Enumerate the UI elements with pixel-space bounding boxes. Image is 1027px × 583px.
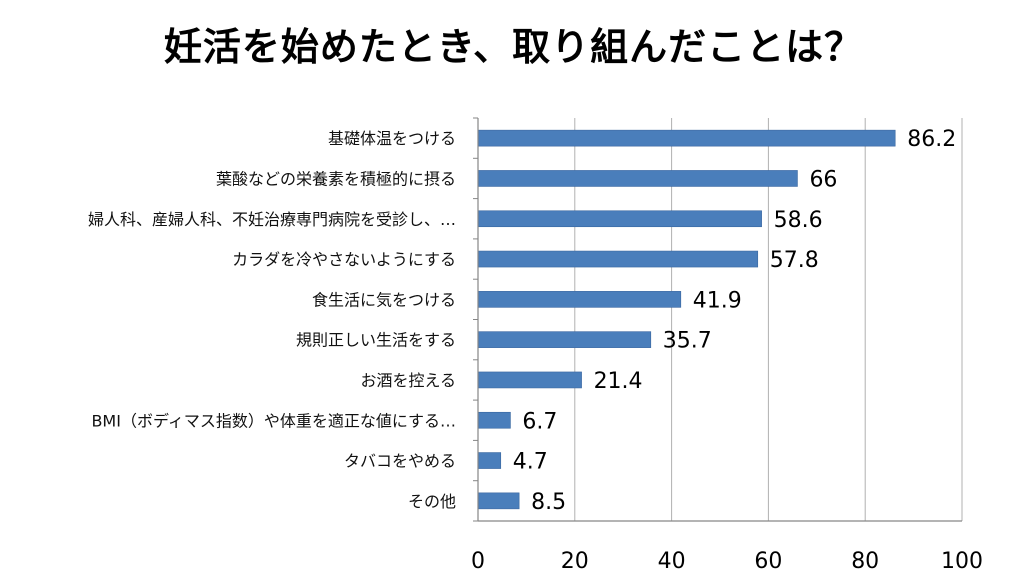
value-label: 41.9 bbox=[693, 288, 742, 313]
bar bbox=[477, 331, 652, 348]
bar bbox=[477, 291, 682, 308]
value-label: 6.7 bbox=[522, 409, 557, 434]
value-label: 57.8 bbox=[770, 248, 819, 273]
bar bbox=[477, 371, 582, 389]
axes bbox=[473, 117, 962, 522]
category-label: お酒を控える bbox=[360, 371, 456, 390]
value-label: 21.4 bbox=[594, 369, 643, 394]
category-label: BMI（ボディマス指数）や体重を適正な値にする… bbox=[91, 411, 456, 430]
value-label: 58.6 bbox=[774, 208, 823, 233]
labels: 0 20 40 60 80 100 基礎体温をつける 86.2 葉酸などの栄養素を積極的に摂る 6… bbox=[88, 127, 983, 574]
bars bbox=[477, 129, 896, 510]
category-label: タバコをやめる bbox=[344, 452, 456, 471]
bar bbox=[477, 210, 762, 228]
x-tick-label: 20 bbox=[561, 549, 589, 574]
category-label: 規則正しい生活をする bbox=[296, 331, 456, 350]
x-tick-label: 60 bbox=[754, 549, 782, 574]
value-label: 35.7 bbox=[663, 329, 712, 354]
bar bbox=[477, 129, 896, 147]
bar bbox=[477, 452, 502, 469]
bar bbox=[477, 411, 511, 429]
category-label: 葉酸などの栄養素を積極的に摂る bbox=[216, 169, 456, 188]
value-label: 66 bbox=[809, 167, 837, 192]
value-label: 86.2 bbox=[907, 127, 956, 152]
category-label: その他 bbox=[408, 492, 456, 511]
category-label: 基礎体温をつける bbox=[328, 129, 456, 148]
category-label: カラダを冷やさないようにする bbox=[232, 250, 456, 269]
bar bbox=[477, 250, 759, 268]
x-tick-label: 80 bbox=[851, 549, 879, 574]
value-label: 8.5 bbox=[531, 490, 566, 515]
x-tick-label: 0 bbox=[471, 549, 485, 574]
category-label: 婦人科、産婦人科、不妊治療専門病院を受診し、… bbox=[88, 210, 456, 229]
value-label: 4.7 bbox=[513, 450, 548, 475]
x-tick-label: 40 bbox=[658, 549, 686, 574]
chart-title: 妊活を始めたとき、取り組んだことは？ bbox=[163, 25, 864, 69]
x-tick-label: 100 bbox=[941, 549, 983, 574]
category-label: 食生活に気をつける bbox=[312, 290, 456, 309]
bar bbox=[477, 170, 798, 187]
bar bbox=[477, 492, 520, 510]
